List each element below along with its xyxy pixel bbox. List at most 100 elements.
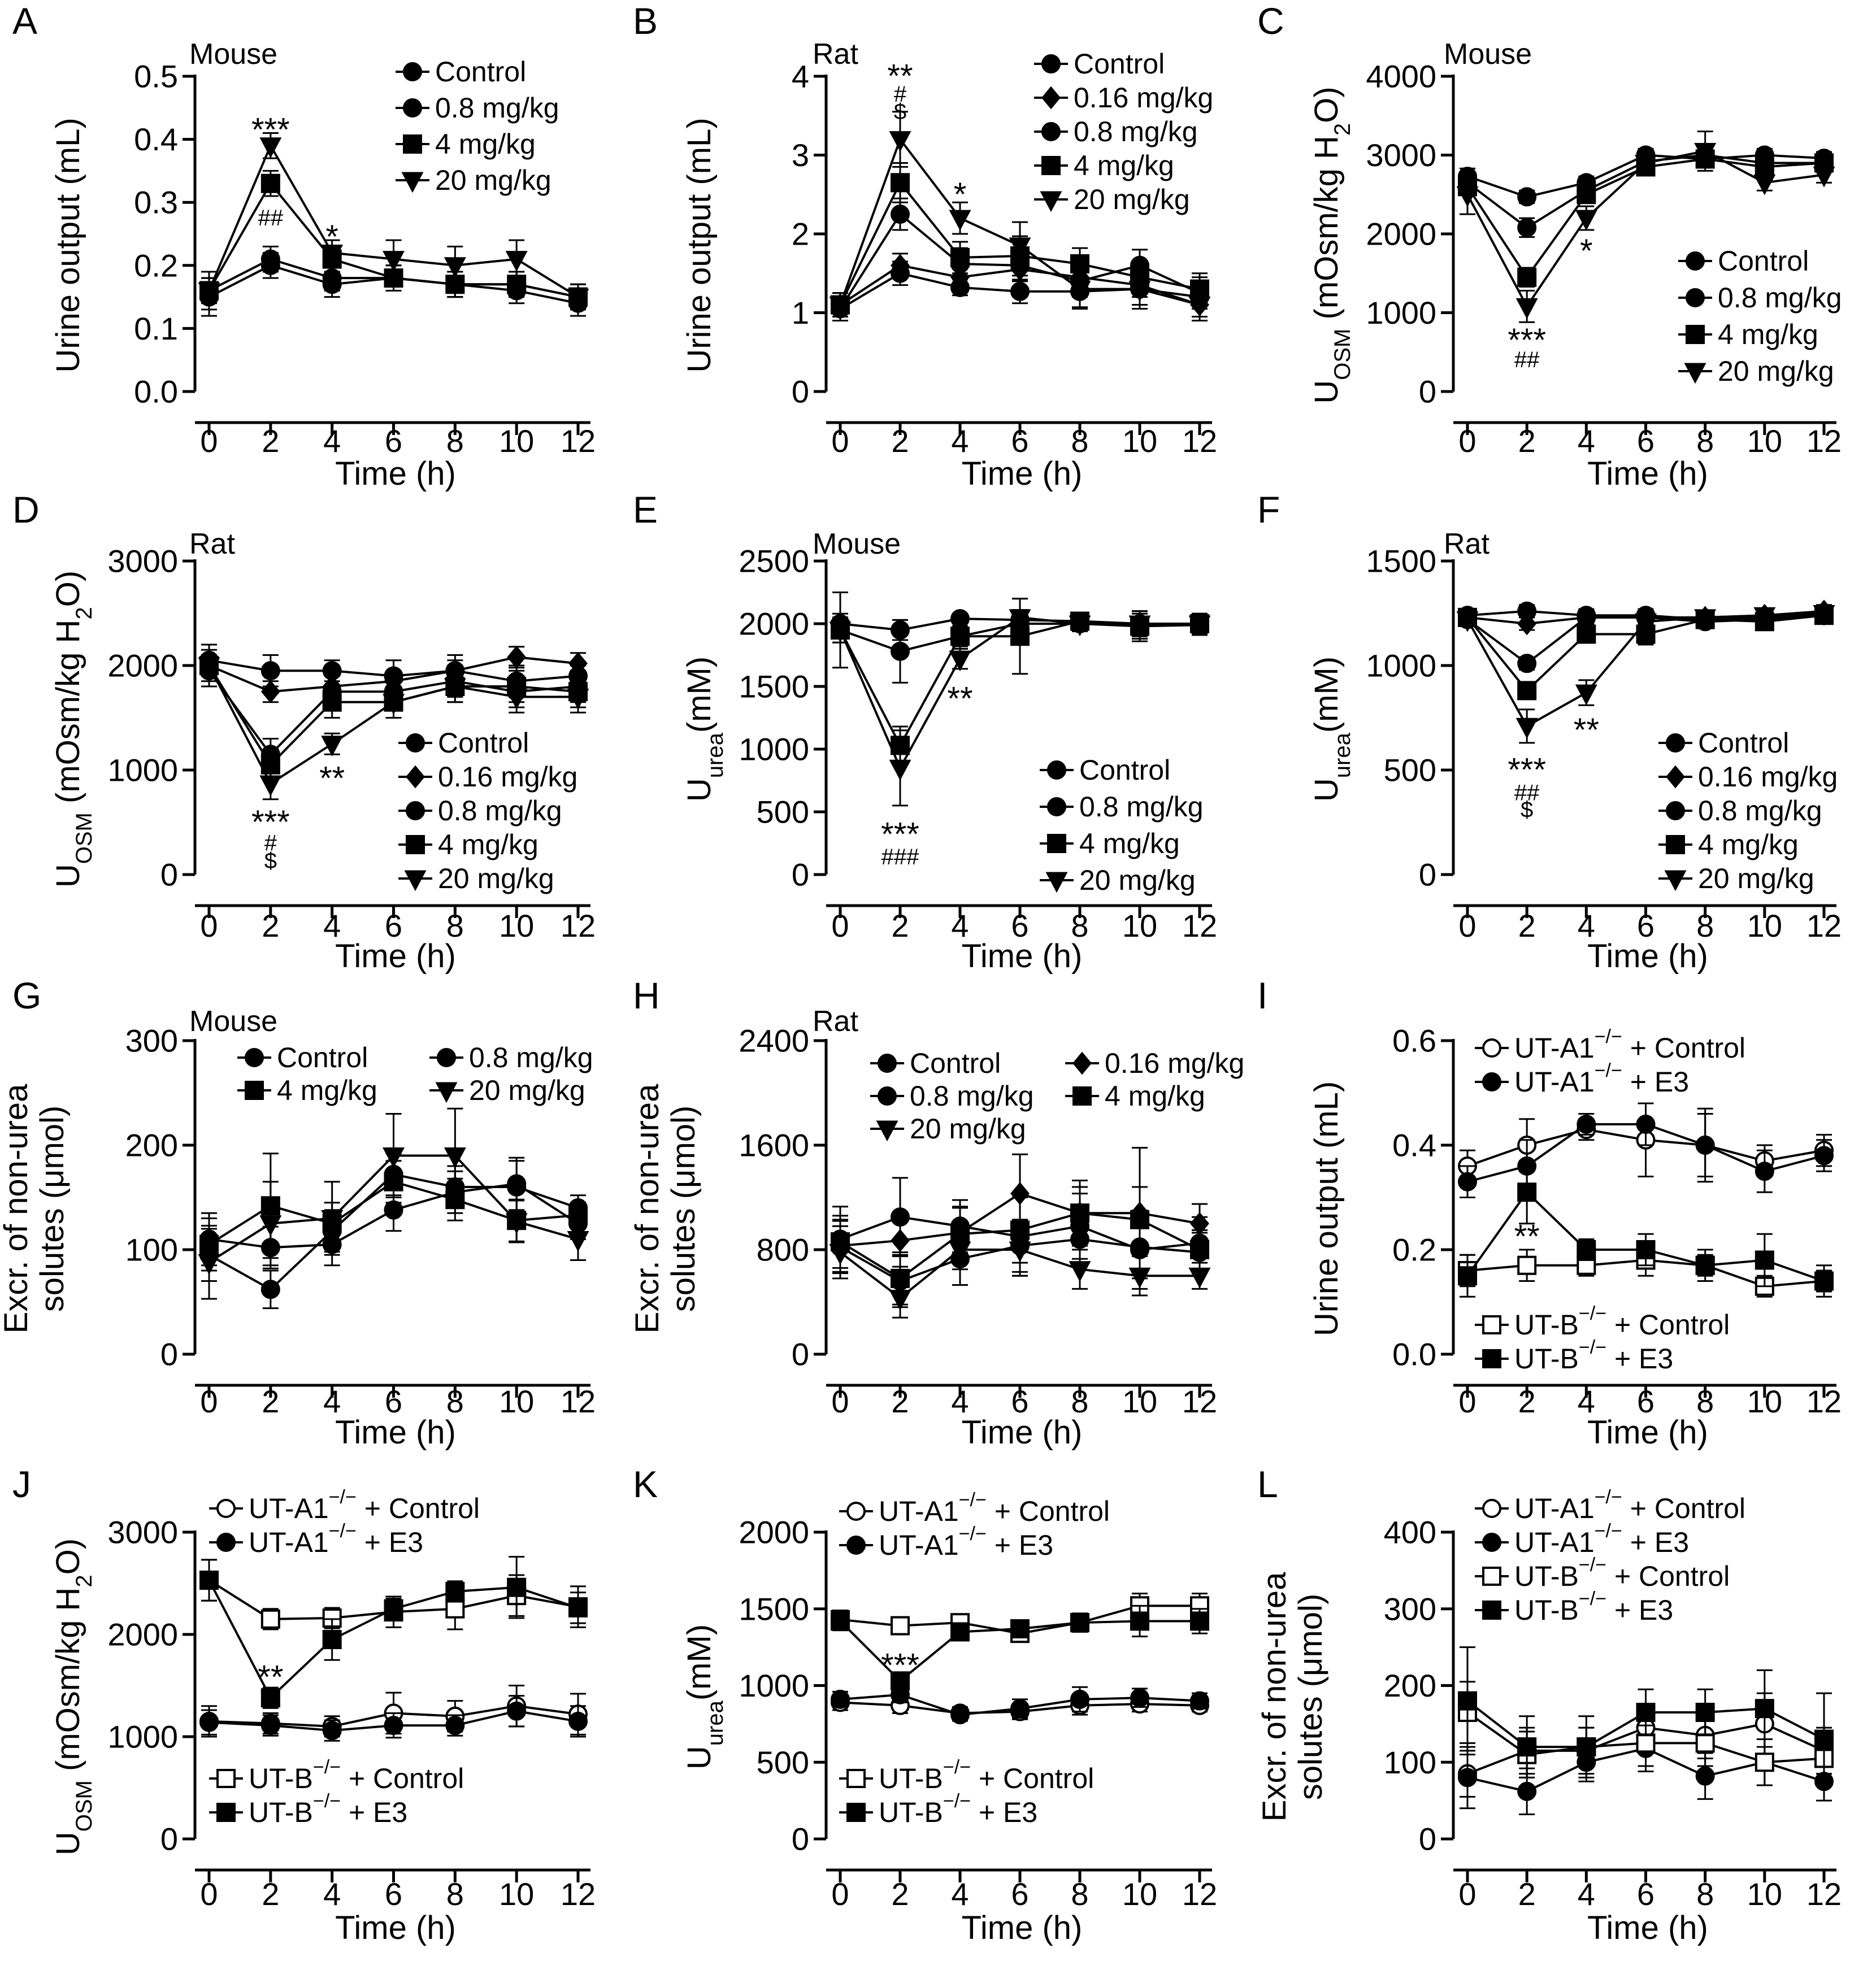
x-tick-label: 2 — [262, 908, 279, 943]
y-tick-label: 100 — [125, 1232, 178, 1268]
y-tick-label: 400 — [1384, 1515, 1436, 1550]
x-tick-label: 8 — [1071, 908, 1088, 943]
y-tick-label: 2000 — [1366, 216, 1436, 252]
x-axis-label: Time (h) — [335, 1910, 456, 1946]
panel-E: E 0 500 1000 1500 2000 2500 0 2 4 6 8 10 12 Time (h) Uu… — [633, 489, 1217, 975]
data-point — [507, 1177, 527, 1197]
x-tick-label: 10 — [1747, 1876, 1782, 1912]
panel-F: F 0 500 1000 1500 0 2 4 6 8 10 12 Time (h) Uurea(mM) R… — [1257, 489, 1842, 975]
y-tick-label: 0 — [160, 857, 178, 893]
legend-entry: 0.16 mg/kg — [1658, 761, 1838, 793]
significance-mark: ** — [947, 681, 972, 717]
legend-marker — [1047, 797, 1066, 816]
significance-mark: $ — [1521, 797, 1533, 822]
series — [829, 1223, 1211, 1319]
data-point — [1188, 297, 1211, 318]
x-tick-label: 12 — [561, 1384, 596, 1419]
x-tick-label: 0 — [1458, 423, 1476, 459]
data-point — [1755, 1699, 1774, 1719]
y-tick-label: 1000 — [107, 753, 178, 788]
legend-entry: 0.8 mg/kg — [398, 795, 562, 827]
data-point — [322, 1630, 342, 1650]
panel-L: L 0 100 200 300 400 0 2 4 6 8 10 12 Time (h) Excr. of … — [1256, 1463, 1842, 1946]
significance-mark: ** — [1514, 1218, 1540, 1255]
legend-label: 0.8 mg/kg — [435, 92, 559, 124]
legend-entry: 0.8 mg/kg — [870, 1080, 1034, 1112]
data-point — [1813, 605, 1835, 626]
species-label: Rat — [1444, 528, 1489, 560]
series — [829, 111, 1211, 321]
legend-marker — [1041, 86, 1061, 110]
y-tick-label: 0.3 — [134, 185, 178, 220]
data-point — [1515, 298, 1538, 319]
y-tick-label: 1000 — [1366, 648, 1436, 684]
legend-entry: Control — [1678, 245, 1809, 277]
y-axis-label: UOSM (mOsm/kg H2O) — [50, 1538, 97, 1855]
data-point — [260, 1716, 280, 1736]
data-point — [1458, 1691, 1477, 1711]
y-tick-label: 0 — [792, 1821, 809, 1857]
legend-entry: 20 mg/kg — [1040, 864, 1196, 896]
y-tick-label: 1000 — [1366, 295, 1436, 330]
x-tick-label: 8 — [1071, 1876, 1088, 1912]
legend-label: Control — [1074, 48, 1165, 80]
legend-label: 0.16 mg/kg — [1698, 761, 1838, 793]
y-tick-label: 1500 — [739, 669, 809, 704]
panel-letter: L — [1257, 1463, 1278, 1505]
panel-J: J 0 1000 2000 3000 0 2 4 6 8 10 12 Time (h) UOSM (mOs… — [12, 1463, 596, 1946]
x-tick-label: 8 — [1696, 423, 1714, 459]
legend-marker — [878, 1086, 897, 1106]
legend-label: 20 mg/kg — [1718, 355, 1834, 387]
legend-marker — [1684, 363, 1706, 384]
legend-label: 0.8 mg/kg — [438, 795, 562, 827]
legend-label: UT-A1−/− + Control — [1514, 1486, 1745, 1524]
legend-entry: UT-B−/− + E3 — [839, 1790, 1037, 1828]
x-tick-label: 2 — [891, 908, 909, 943]
legend-marker — [435, 1082, 458, 1103]
y-tick-label: 0 — [160, 1337, 178, 1372]
data-point — [568, 1598, 588, 1617]
data-point — [321, 244, 344, 266]
legend-label: UT-A1−/− + Control — [879, 1489, 1110, 1527]
x-tick-label: 4 — [323, 908, 341, 943]
data-point — [383, 694, 405, 715]
legend-label: 4 mg/kg — [1718, 319, 1818, 350]
x-tick-label: 10 — [1747, 423, 1782, 459]
legend-marker — [1482, 1315, 1501, 1334]
x-tick-label: 2 — [262, 1384, 279, 1419]
legend-label: 0.8 mg/kg — [1074, 116, 1198, 147]
data-point — [198, 1254, 220, 1275]
x-tick-label: 2 — [1518, 908, 1536, 943]
legend-marker — [406, 733, 425, 753]
panel-letter: J — [12, 1463, 31, 1505]
y-tick-label: 300 — [1384, 1591, 1436, 1627]
panel-letter: K — [633, 1463, 658, 1505]
data-point — [1009, 609, 1031, 630]
legend-label: UT-B−/− + E3 — [249, 1790, 407, 1828]
legend-marker — [1041, 54, 1061, 73]
x-tick-label: 4 — [951, 423, 969, 459]
x-tick-label: 12 — [561, 423, 596, 459]
y-tick-label: 0 — [1419, 1821, 1436, 1857]
x-tick-label: 12 — [1806, 1384, 1842, 1419]
data-point — [199, 1571, 219, 1590]
legend-label: 4 mg/kg — [1074, 150, 1174, 181]
legend-entry: UT-B−/− + Control — [209, 1756, 464, 1794]
data-point — [321, 1210, 344, 1231]
x-tick-label: 6 — [1011, 1876, 1028, 1912]
x-tick-label: 12 — [1806, 1876, 1842, 1912]
legend-label: UT-B−/− + Control — [879, 1756, 1094, 1794]
data-point — [1128, 281, 1151, 302]
legend-marker — [1666, 765, 1685, 789]
legend-label: Control — [438, 727, 529, 759]
x-tick-label: 10 — [1122, 423, 1157, 459]
data-point — [1635, 613, 1657, 634]
data-point — [444, 257, 466, 278]
data-point — [829, 621, 852, 643]
x-tick-label: 4 — [951, 908, 969, 943]
y-axis-label: Excr. of non-urea — [629, 1084, 666, 1333]
x-tick-label: 4 — [1578, 423, 1595, 459]
legend-marker — [403, 98, 422, 118]
x-tick-label: 4 — [1578, 1384, 1595, 1419]
legend-entry: 4 mg/kg — [1040, 828, 1180, 859]
